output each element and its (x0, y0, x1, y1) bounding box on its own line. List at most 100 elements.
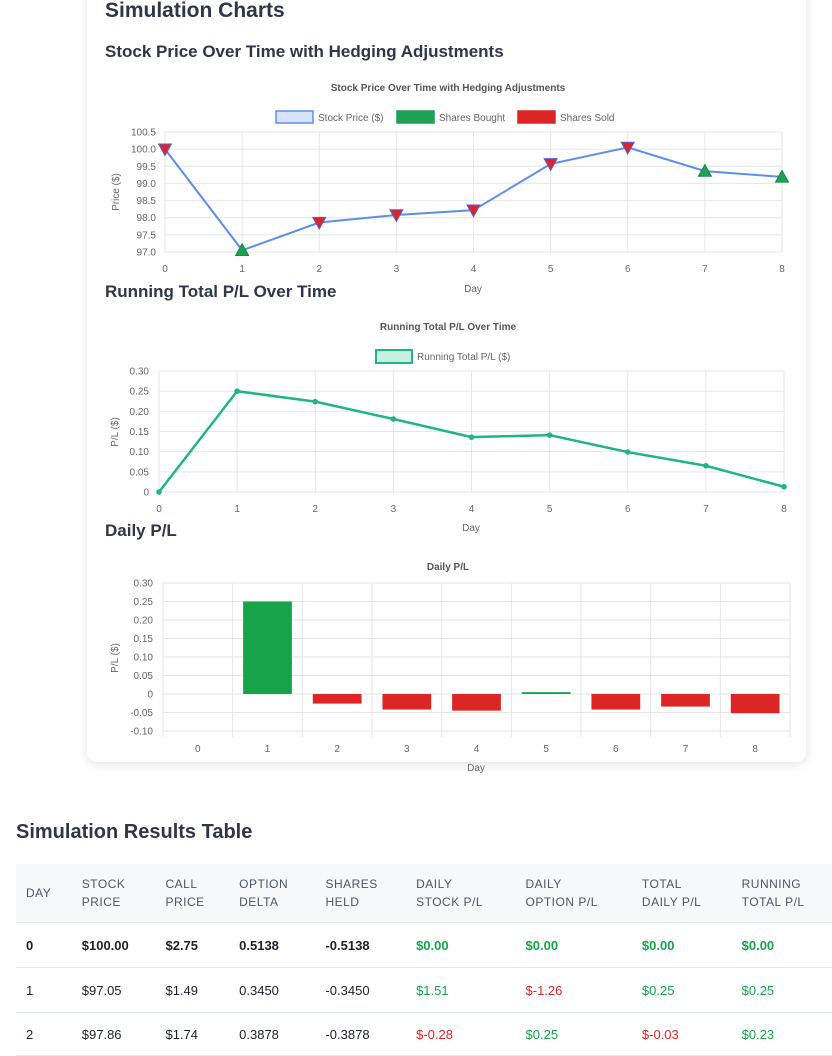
table-cell: $-1.26 (515, 967, 632, 1013)
running-pl-chart-heading: Running Total P/L Over Time (105, 282, 337, 301)
column-header-text: HELD (325, 895, 360, 909)
running-pl-point (546, 432, 553, 438)
column-header: RUNNING TOTAL P/L (731, 864, 832, 923)
table-cell: -0.5138 (315, 922, 407, 968)
table-cell: $0.25 (631, 967, 732, 1013)
table-row: 0 $100.00 $2.75 0.5138 -0.5138 $0.00 $0.00 $0.0… (16, 922, 832, 968)
y-tick-label: 0.25 (134, 597, 154, 608)
table-cell: $0.00 (406, 922, 516, 968)
column-header-text: PRICE (165, 895, 205, 909)
column-header: STOCK PRICE (71, 864, 156, 923)
column-header-text: DAY (26, 886, 52, 900)
daily-pl-bar (730, 694, 780, 714)
running-pl-point (156, 489, 162, 495)
column-header-text: PRICE (81, 895, 121, 909)
table-cell: $0.00 (515, 922, 632, 968)
daily-pl-bar (452, 694, 501, 711)
table-cell: 2 (16, 1012, 72, 1056)
y-tick-label: 0.20 (134, 616, 154, 627)
table-cell: $0.23 (731, 1012, 832, 1056)
x-tick-label: 3 (391, 504, 397, 515)
x-tick-label: 1 (234, 504, 240, 515)
shares-bought-marker (234, 242, 250, 256)
running-pl-point (234, 388, 240, 394)
legend-label-2: Shares Bought (439, 113, 505, 124)
table-cell: $100.00 (71, 922, 156, 968)
x-tick-label: 1 (239, 264, 245, 275)
column-header-text: CALL (165, 877, 198, 891)
table-cell: $-0.28 (406, 1012, 516, 1056)
table-cell: $0.00 (631, 922, 732, 968)
y-tick-label: 97.0 (137, 248, 157, 259)
column-header: DAILY STOCK P/L (406, 864, 516, 923)
y-tick-label: 98.0 (137, 213, 157, 224)
x-axis-label: Day (462, 523, 480, 534)
shares-sold-marker (311, 216, 327, 231)
table-cell: 0.5138 (229, 922, 316, 968)
x-tick-label: 8 (781, 504, 787, 515)
table-cell: -0.3450 (315, 967, 407, 1013)
x-tick-label: 5 (543, 744, 549, 755)
shares-bought-marker (697, 163, 713, 177)
shares-bought-marker (774, 169, 790, 183)
legend-swatch-1 (275, 110, 314, 124)
table-cell: $0.00 (731, 922, 832, 968)
y-tick-label: 0.25 (130, 387, 150, 398)
column-header-text: RUNNING (741, 877, 802, 891)
y-tick-label: 98.5 (137, 196, 157, 207)
table-cell: $97.05 (71, 967, 156, 1013)
x-tick-label: 4 (469, 504, 475, 515)
column-header-text: DAILY P/L (641, 895, 702, 909)
running-pl-point (624, 449, 631, 455)
y-tick-label: 0 (147, 690, 153, 701)
results-table: DAY STOCK PRICE CALL PRICE OPTION DELTA SHARES H… (16, 864, 832, 1056)
daily-pl-bar (243, 601, 292, 694)
x-tick-label: 3 (404, 744, 410, 755)
table-cell: $2.75 (155, 922, 230, 968)
column-header-text: TOTAL P/L (741, 895, 805, 909)
results-table-title: Simulation Results Table (16, 821, 253, 843)
legend-swatch-3 (517, 110, 556, 124)
x-tick-label: 3 (394, 264, 400, 275)
daily-pl-bar (661, 694, 710, 707)
running-pl-point (468, 434, 475, 440)
x-axis-label: Day (467, 763, 485, 774)
x-tick-label: 5 (548, 264, 554, 275)
x-tick-label: 4 (474, 744, 480, 755)
shares-sold-marker (466, 204, 481, 218)
chart-title: Stock Price Over Time with Hedging Adjus… (331, 83, 566, 94)
shares-sold-marker (620, 141, 636, 155)
x-tick-label: 2 (316, 264, 322, 275)
table-cell: $1.49 (155, 967, 230, 1013)
y-tick-label: 99.0 (137, 179, 157, 190)
x-tick-label: 7 (703, 504, 709, 515)
column-header-text: STOCK P/L (416, 895, 484, 909)
table-row: 1 $97.05 $1.49 0.3450 -0.3450 $1.51 $-1.26 $0.2… (16, 967, 832, 1013)
running-pl-point (703, 462, 709, 469)
column-header: SHARES HELD (315, 864, 407, 923)
charts-card (87, 0, 806, 762)
column-header-text: OPTION (239, 877, 289, 891)
x-tick-label: 6 (613, 744, 619, 755)
column-header-text: OPTION P/L (525, 895, 598, 909)
table-row: 2 $97.86 $1.74 0.3878 -0.3878 $-0.28 $0.25 $-0.… (16, 1012, 832, 1056)
column-header-text: DELTA (239, 895, 279, 909)
table-cell: $0.25 (515, 1012, 632, 1056)
table-cell: $97.86 (71, 1012, 156, 1056)
daily-pl-chart-heading: Daily P/L (105, 521, 177, 540)
x-tick-label: 8 (779, 264, 785, 275)
x-tick-label: 2 (312, 504, 318, 515)
legend-swatch-2 (396, 110, 435, 124)
running-pl-point (312, 398, 319, 405)
y-axis-label: Price ($) (111, 173, 122, 211)
chart-title: Running Total P/L Over Time (380, 322, 517, 333)
chart-title: Daily P/L (427, 562, 469, 573)
running-pl-chart: Running Total P/L Over Time Running Total… (110, 322, 787, 534)
table-cell: $-0.03 (631, 1012, 732, 1056)
table-cell: 1 (16, 967, 72, 1013)
running-pl-point (781, 483, 787, 490)
y-tick-label: 0.10 (134, 653, 154, 664)
stock-chart-heading: Stock Price Over Time with Hedging Adjus… (105, 42, 504, 61)
shares-sold-marker (543, 158, 558, 172)
y-tick-label: 0.20 (130, 407, 150, 418)
